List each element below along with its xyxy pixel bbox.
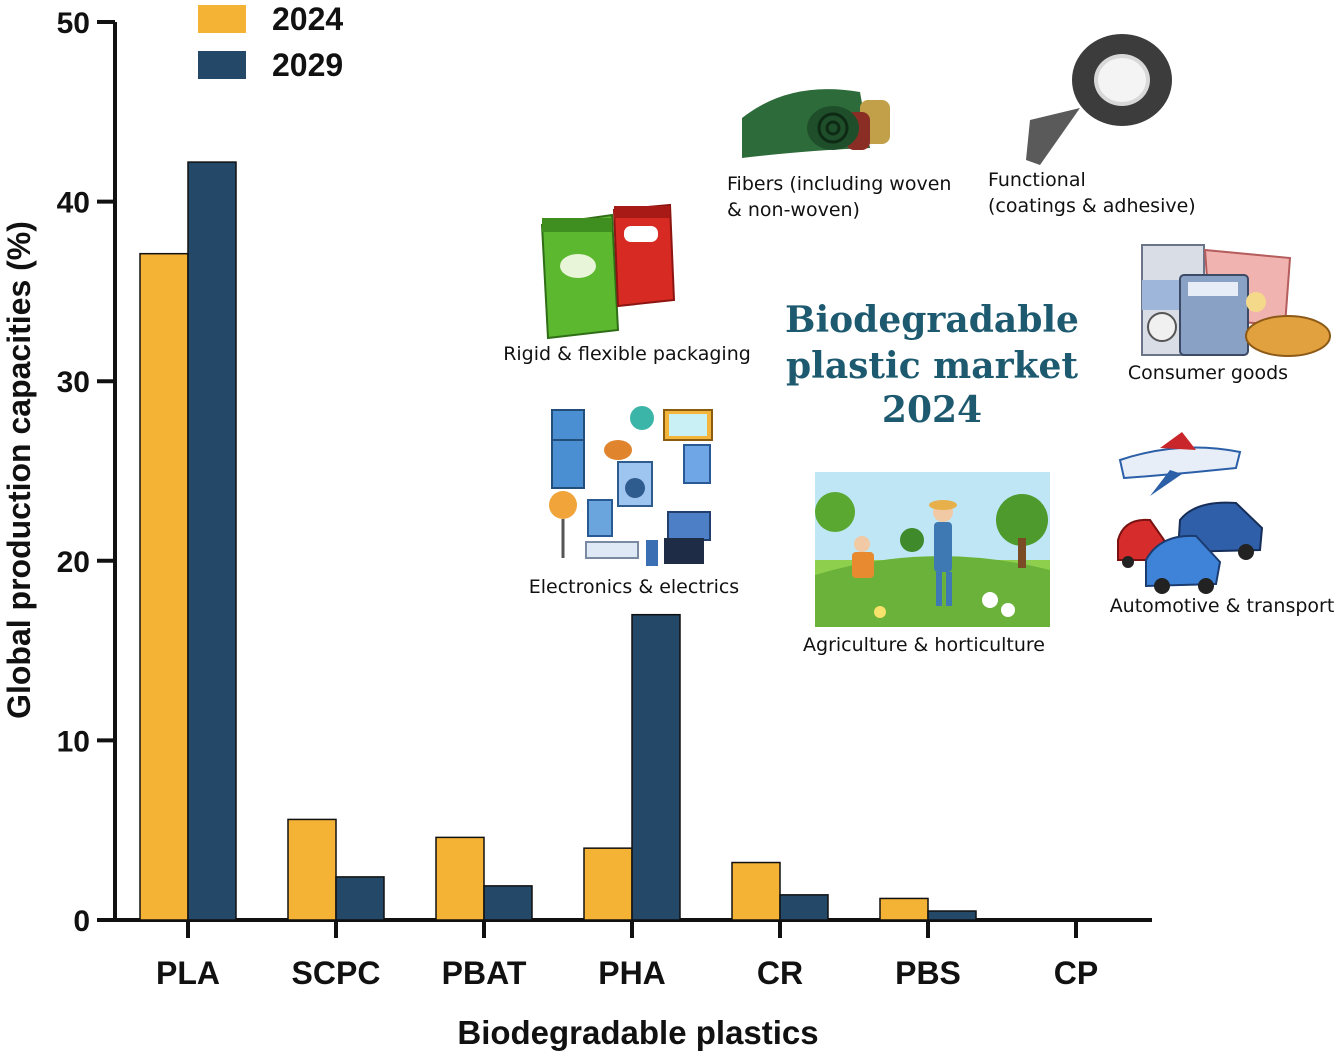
legend-label-2024: 2024 xyxy=(272,1,343,37)
center-title-line-3: 2024 xyxy=(882,389,982,431)
label-automotive: Automotive & transport xyxy=(1110,595,1335,617)
label-functional-line-1: Functional xyxy=(988,169,1086,191)
label-fibers-line-1: Fibers (including woven xyxy=(727,173,951,195)
x-tick-label-pha: PHA xyxy=(598,955,666,991)
y-tick-label-40: 40 xyxy=(57,187,90,220)
bar-pla-2029 xyxy=(187,161,237,921)
bar-scpc-2029 xyxy=(335,876,385,921)
x-ticks-group: PLA SCPC PBAT PHA CR PBS CP xyxy=(156,920,1098,991)
label-agriculture: Agriculture & horticulture xyxy=(803,634,1045,656)
center-title-line-1: Biodegradable xyxy=(785,299,1079,341)
bar-pla-2024 xyxy=(139,252,189,921)
bar-cr-2024 xyxy=(731,861,781,921)
bar-pbat-2024 xyxy=(435,836,485,921)
bar-cr-2029 xyxy=(779,894,829,921)
application-labels: Rigid & flexible packaging Fibers (inclu… xyxy=(503,169,1334,656)
bars-group xyxy=(139,161,977,921)
bar-pbs-2029 xyxy=(927,910,977,921)
bar-pha-2029 xyxy=(631,613,681,921)
consumer-goods-icon xyxy=(1141,244,1331,357)
center-title: Biodegradable plastic market 2024 xyxy=(785,299,1079,431)
y-tick-label-30: 30 xyxy=(57,366,90,399)
label-electronics: Electronics & electrics xyxy=(529,576,739,598)
vehicles-icon xyxy=(1117,432,1264,594)
x-tick-label-cr: CR xyxy=(757,955,803,991)
label-packaging: Rigid & flexible packaging xyxy=(503,343,751,365)
bar-pbat-2029 xyxy=(483,885,533,921)
label-functional-line-2: (coatings & adhesive) xyxy=(988,195,1196,217)
y-ticks-group: 0 10 20 30 40 50 xyxy=(57,7,115,938)
x-tick-label-pbs: PBS xyxy=(895,955,961,991)
legend-swatch-2024 xyxy=(198,5,246,33)
label-consumer-goods: Consumer goods xyxy=(1128,362,1288,384)
label-fibers-line-2: & non-woven) xyxy=(727,199,860,221)
tape-roll-icon xyxy=(1026,34,1172,165)
y-tick-label-10: 10 xyxy=(57,725,90,758)
bar-pha-2024 xyxy=(583,847,633,921)
appliances-icon xyxy=(549,406,713,566)
y-axis-title: Global production capacities (%) xyxy=(1,221,37,719)
farm-scene-icon xyxy=(815,472,1050,627)
x-tick-label-pbat: PBAT xyxy=(442,955,527,991)
legend: 2024 2029 xyxy=(198,1,343,83)
y-tick-label-20: 20 xyxy=(57,546,90,579)
center-title-line-2: plastic market xyxy=(786,345,1078,387)
bar-pbs-2024 xyxy=(879,897,929,921)
x-tick-label-cp: CP xyxy=(1054,955,1098,991)
x-tick-label-pla: PLA xyxy=(156,955,220,991)
legend-label-2029: 2029 xyxy=(272,47,343,83)
bar-scpc-2024 xyxy=(287,818,337,921)
fabric-rolls-icon xyxy=(742,89,890,158)
legend-swatch-2029 xyxy=(198,51,246,79)
packaging-bags-icon xyxy=(540,203,676,340)
y-tick-label-0: 0 xyxy=(73,905,90,938)
y-tick-label-50: 50 xyxy=(57,7,90,40)
x-tick-label-scpc: SCPC xyxy=(292,955,381,991)
x-axis-title: Biodegradable plastics xyxy=(457,1014,818,1051)
